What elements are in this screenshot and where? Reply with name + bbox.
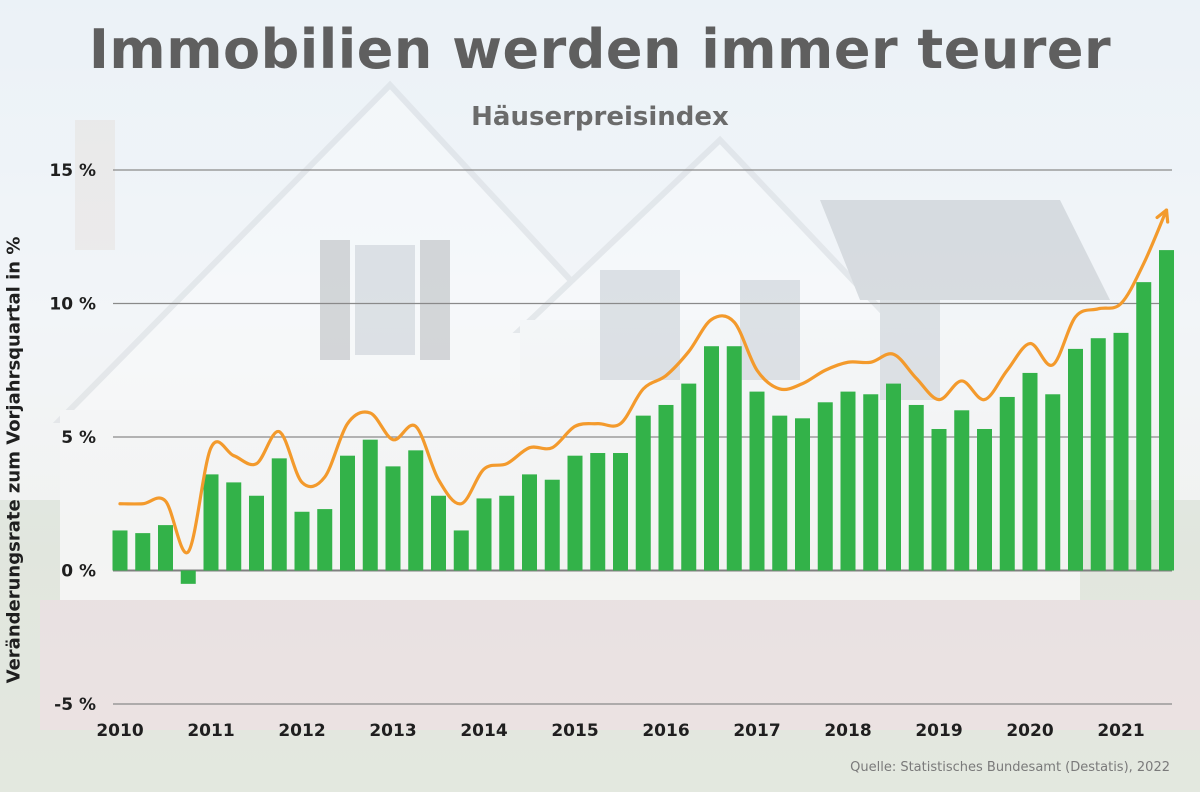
bar <box>567 455 583 571</box>
x-tick-label: 2011 <box>187 721 234 741</box>
bar <box>840 391 856 571</box>
x-tick-label: 2017 <box>733 721 780 741</box>
bar <box>158 525 173 571</box>
bar <box>294 511 310 571</box>
y-tick-label: 0 % <box>61 562 96 582</box>
bar <box>135 533 151 571</box>
bar <box>613 453 628 571</box>
bar <box>1090 338 1106 571</box>
bar <box>180 570 196 584</box>
x-tick-label: 2013 <box>369 721 416 741</box>
bar <box>1159 250 1174 571</box>
bar <box>749 391 765 571</box>
bar <box>522 474 537 571</box>
x-tick-label: 2010 <box>96 721 143 741</box>
x-tick-label: 2020 <box>1006 721 1053 741</box>
bar <box>476 498 492 571</box>
x-tick-label: 2012 <box>278 721 325 741</box>
bar <box>772 415 788 571</box>
bar <box>226 482 242 571</box>
page-title: Immobilien werden immer teurer <box>88 18 1112 81</box>
bar <box>112 530 128 571</box>
y-tick-label: -5 % <box>54 695 96 715</box>
bar <box>795 418 810 571</box>
bar <box>453 530 469 571</box>
bar <box>203 474 219 571</box>
bar <box>544 479 560 571</box>
bar <box>1068 348 1083 571</box>
chart-subtitle: Häuserpreisindex <box>471 102 729 132</box>
bar <box>817 402 833 571</box>
bar <box>999 396 1015 571</box>
bar <box>271 458 287 571</box>
bar <box>1045 394 1061 571</box>
bar <box>590 453 606 571</box>
bar <box>431 495 446 571</box>
bar <box>704 346 719 571</box>
bar <box>931 428 947 571</box>
bar <box>340 455 355 571</box>
x-tick-label: 2014 <box>460 721 507 741</box>
bar <box>499 495 515 571</box>
bar <box>977 428 992 571</box>
bar <box>908 404 924 571</box>
bar <box>1113 332 1129 571</box>
y-tick-label: 15 % <box>49 161 96 181</box>
x-tick-label: 2015 <box>551 721 598 741</box>
bar <box>317 509 333 571</box>
x-tick-label: 2019 <box>915 721 962 741</box>
x-tick-label: 2016 <box>642 721 689 741</box>
x-tick-label: 2021 <box>1097 721 1144 741</box>
bar <box>726 346 742 571</box>
x-tick-label: 2018 <box>824 721 871 741</box>
y-tick-label: 5 % <box>61 428 96 448</box>
bar <box>886 383 901 571</box>
bar <box>635 415 651 571</box>
bar <box>249 495 264 571</box>
bar <box>658 404 674 571</box>
bar <box>681 383 697 571</box>
source-note: Quelle: Statistisches Bundesamt (Destati… <box>850 760 1170 775</box>
trend-line <box>118 208 1169 555</box>
y-tick-label: 10 % <box>49 295 96 315</box>
bar <box>863 394 879 571</box>
bar <box>954 410 970 571</box>
bar <box>362 439 378 571</box>
trend-arrowhead <box>1155 208 1170 224</box>
bar <box>1022 372 1038 571</box>
bar <box>408 450 424 571</box>
bar <box>1136 282 1152 571</box>
bar <box>385 466 401 571</box>
